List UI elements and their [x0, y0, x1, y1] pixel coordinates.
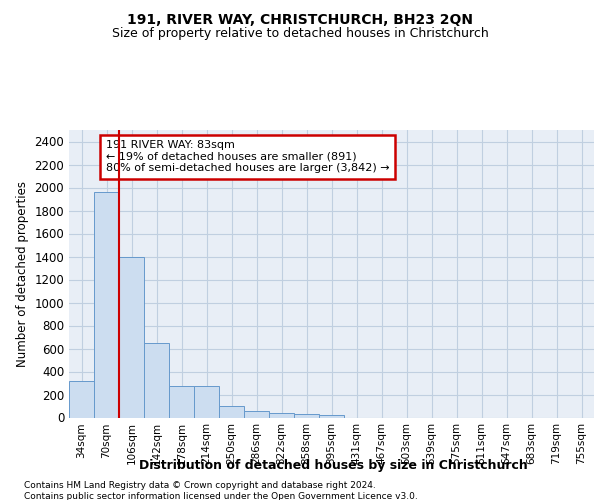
- Bar: [194, 386, 219, 418]
- Text: Contains HM Land Registry data © Crown copyright and database right 2024.: Contains HM Land Registry data © Crown c…: [24, 481, 376, 490]
- Y-axis label: Number of detached properties: Number of detached properties: [16, 180, 29, 367]
- Bar: [69, 380, 94, 418]
- Bar: [244, 411, 269, 418]
- Bar: [144, 344, 169, 417]
- Bar: [119, 256, 144, 418]
- Bar: [319, 416, 344, 418]
- Text: 191, RIVER WAY, CHRISTCHURCH, BH23 2QN: 191, RIVER WAY, CHRISTCHURCH, BH23 2QN: [127, 12, 473, 26]
- Bar: [269, 413, 294, 418]
- Bar: [219, 406, 244, 417]
- Bar: [94, 192, 119, 418]
- Bar: [294, 414, 319, 418]
- Text: Size of property relative to detached houses in Christchurch: Size of property relative to detached ho…: [112, 28, 488, 40]
- Text: 191 RIVER WAY: 83sqm
← 19% of detached houses are smaller (891)
80% of semi-deta: 191 RIVER WAY: 83sqm ← 19% of detached h…: [106, 140, 389, 173]
- Bar: [169, 386, 194, 418]
- Text: Distribution of detached houses by size in Christchurch: Distribution of detached houses by size …: [139, 458, 527, 471]
- Text: Contains public sector information licensed under the Open Government Licence v3: Contains public sector information licen…: [24, 492, 418, 500]
